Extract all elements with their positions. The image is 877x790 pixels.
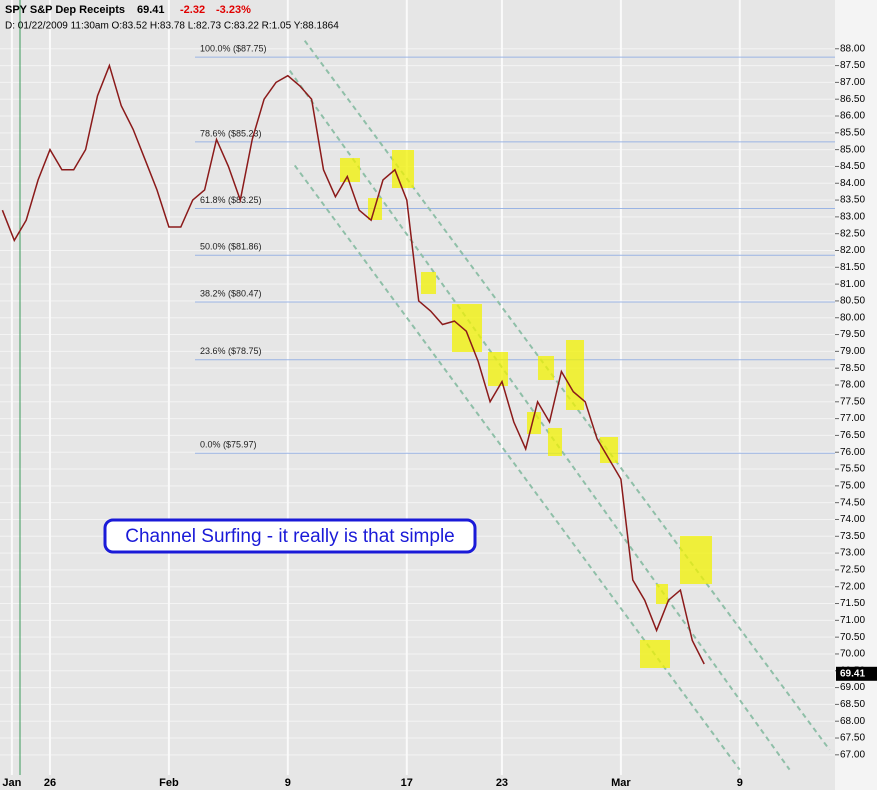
y-tick-label: 77.50 <box>840 396 865 407</box>
y-tick-label: 70.50 <box>840 632 865 643</box>
fib-label: 23.6% ($78.75) <box>200 346 262 356</box>
y-tick-label: 74.00 <box>840 514 865 525</box>
highlight <box>600 437 618 463</box>
change: -2.32 <box>180 4 205 16</box>
x-tick-label: 17 <box>401 777 413 789</box>
annotation-box <box>103 518 477 554</box>
highlight <box>421 272 436 294</box>
y-tick-label: 73.00 <box>840 548 865 559</box>
y-tick-label: 79.50 <box>840 329 865 340</box>
highlight <box>566 340 584 410</box>
axis-panel <box>835 0 877 790</box>
x-tick-label: Mar <box>611 777 631 789</box>
y-tick-label: 72.50 <box>840 565 865 576</box>
y-tick-label: 84.00 <box>840 178 865 189</box>
y-tick-label: 83.00 <box>840 212 865 223</box>
y-tick-label: 80.50 <box>840 296 865 307</box>
y-tick-label: 85.00 <box>840 144 865 155</box>
y-tick-label: 67.50 <box>840 733 865 744</box>
y-tick-label: 69.00 <box>840 682 865 693</box>
y-tick-label: 67.00 <box>840 749 865 760</box>
x-tick-label: Feb <box>159 777 179 789</box>
annotation: Channel Surfing - it really is that simp… <box>125 526 454 547</box>
y-tick-label: 87.00 <box>840 77 865 88</box>
highlight <box>452 304 482 352</box>
y-tick-label: 82.00 <box>840 245 865 256</box>
price-line <box>1 63 705 665</box>
y-tick-label: 73.50 <box>840 531 865 542</box>
highlight <box>340 158 360 182</box>
x-tick-label: 23 <box>496 777 508 789</box>
y-tick-label: 85.50 <box>840 127 865 138</box>
y-tick-label: 84.50 <box>840 161 865 172</box>
y-tick-label: 75.00 <box>840 480 865 491</box>
y-tick-label: 78.00 <box>840 380 865 391</box>
y-tick-label: 86.50 <box>840 94 865 105</box>
y-tick-label: 72.00 <box>840 581 865 592</box>
channel-line <box>293 164 741 771</box>
y-tick-label: 68.00 <box>840 716 865 727</box>
y-tick-label: 71.50 <box>840 598 865 609</box>
y-tick-label: 81.50 <box>840 262 865 273</box>
y-tick-label: 81.00 <box>840 279 865 290</box>
y-tick-label: 86.00 <box>840 111 865 122</box>
fib-label: 78.6% ($85.23) <box>200 128 262 138</box>
y-tick-label: 77.00 <box>840 413 865 424</box>
y-tick-label: 76.50 <box>840 430 865 441</box>
y-tick-label: 80.00 <box>840 312 865 323</box>
fib-label: 100.0% ($87.75) <box>200 44 267 54</box>
highlights <box>340 150 712 668</box>
x-tick-label: 26 <box>44 777 56 789</box>
x-tick-label: 9 <box>737 777 743 789</box>
y-tick-label: 87.50 <box>840 60 865 71</box>
bar-info: D: 01/22/2009 11:30am O:83.52 H:83.78 L:… <box>5 21 339 32</box>
highlight <box>488 352 508 386</box>
symbol: SPY S&P Dep Receipts <box>5 4 125 16</box>
fib-label: 0.0% ($75.97) <box>200 440 257 450</box>
highlight <box>680 536 712 584</box>
highlight <box>640 640 670 668</box>
highlight <box>538 356 554 380</box>
fib-label: 38.2% ($80.47) <box>200 288 262 298</box>
change-pct: -3.23% <box>216 4 251 16</box>
y-tick-label: 88.00 <box>840 43 865 54</box>
y-tick-label: 75.50 <box>840 464 865 475</box>
y-tick-label: 82.50 <box>840 228 865 239</box>
y-tick-label: 79.00 <box>840 346 865 357</box>
y-tick-label: 74.50 <box>840 497 865 508</box>
last-price-box <box>836 666 877 681</box>
x-tick-label: 9 <box>285 777 291 789</box>
highlight <box>656 584 668 604</box>
y-tick-label: 76.00 <box>840 447 865 458</box>
x-tick-label: Jan <box>2 777 21 789</box>
y-tick-label: 70.00 <box>840 649 865 660</box>
last-price-label: 69.41 <box>840 668 865 679</box>
y-tick-label: 83.50 <box>840 195 865 206</box>
y-tick-label: 78.50 <box>840 363 865 374</box>
price: 69.41 <box>137 4 165 16</box>
y-tick-label: 68.50 <box>840 699 865 710</box>
fib-label: 61.8% ($83.25) <box>200 195 262 205</box>
highlight <box>548 428 562 456</box>
plot-background <box>0 0 835 790</box>
y-tick-label: 71.00 <box>840 615 865 626</box>
highlight <box>392 150 414 188</box>
fib-label: 50.0% ($81.86) <box>200 242 262 252</box>
